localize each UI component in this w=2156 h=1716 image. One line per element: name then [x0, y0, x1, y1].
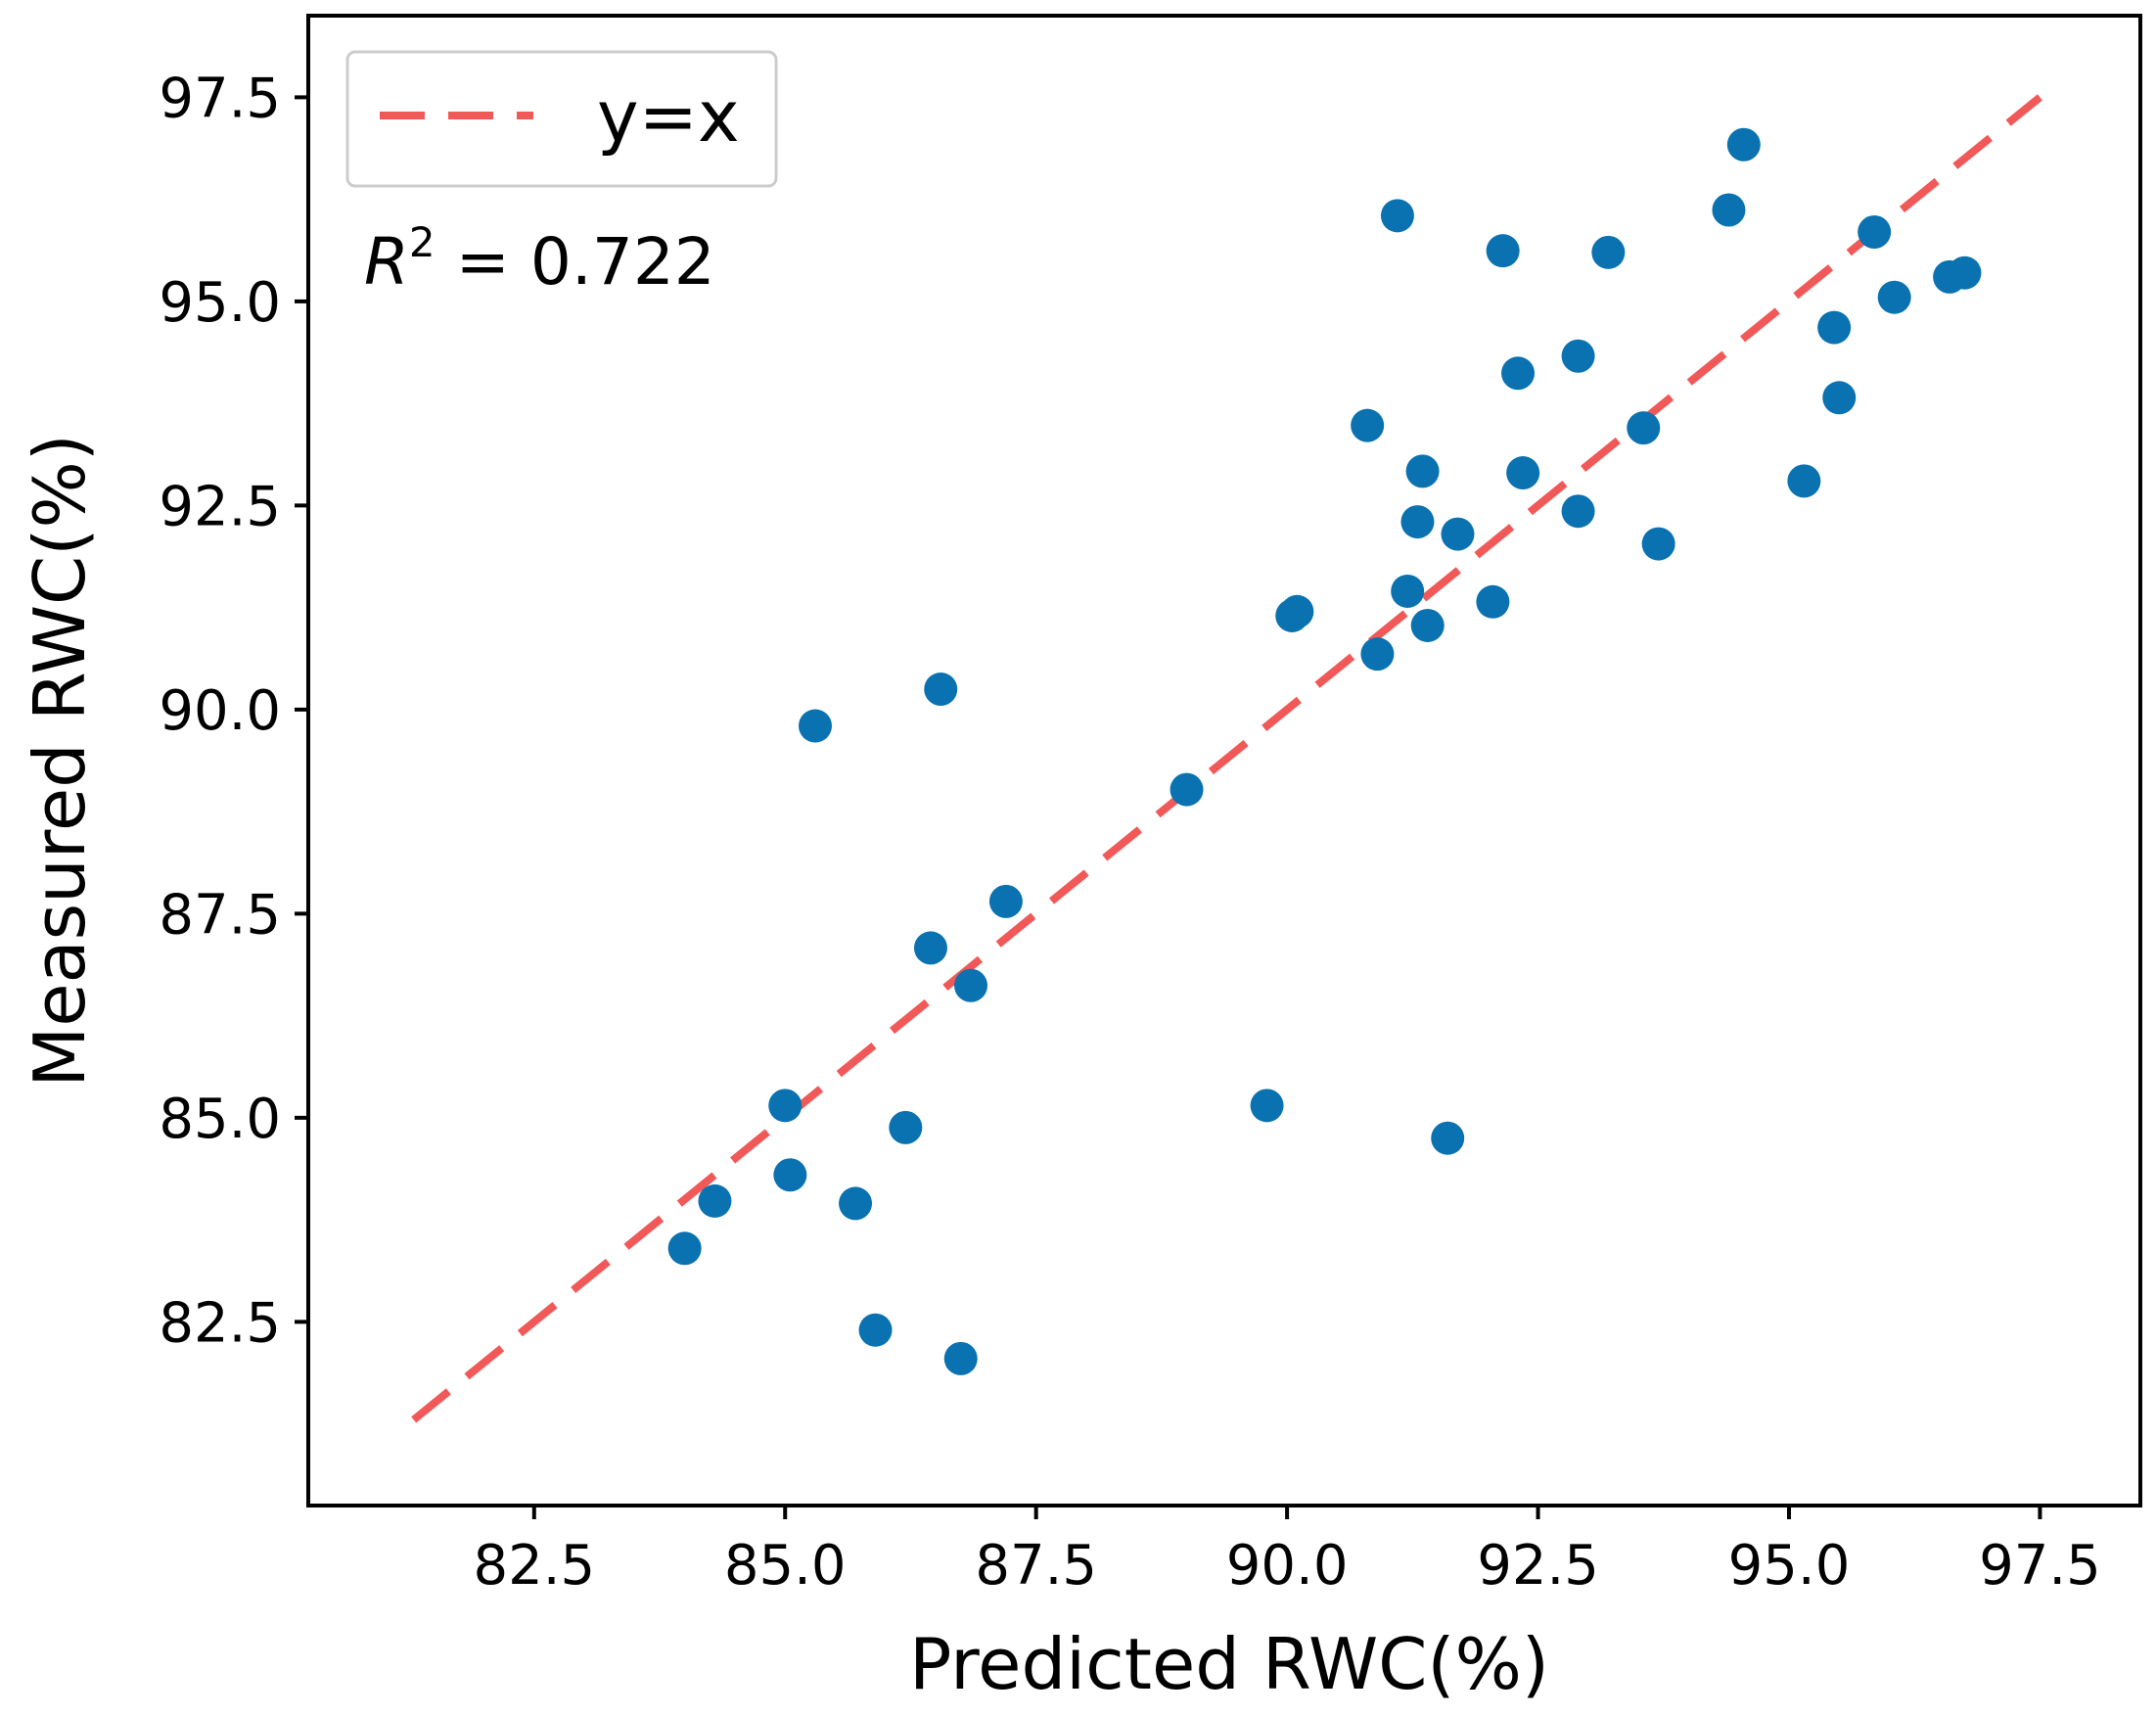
data-point	[943, 1341, 978, 1375]
x-tick-label: 90.0	[1226, 1534, 1349, 1598]
x-axis-label: Predicted RWC(%)	[909, 1623, 1549, 1705]
y-axis-label: Measured RWC(%)	[19, 434, 101, 1088]
y-tick-label: 82.5	[159, 1291, 281, 1355]
data-point	[1380, 199, 1414, 233]
legend-box	[345, 50, 778, 188]
y-tick-label: 95.0	[159, 271, 281, 335]
data-point	[1391, 574, 1425, 608]
data-point	[1410, 608, 1445, 642]
data-point	[1712, 193, 1746, 227]
data-point	[889, 1110, 923, 1144]
plot-frame	[306, 14, 2142, 1507]
data-point	[799, 709, 833, 743]
data-point	[1405, 454, 1440, 488]
data-point	[698, 1183, 732, 1218]
data-point	[924, 672, 958, 707]
svg-text:R2 = 0.722: R2 = 0.722	[364, 218, 715, 300]
data-point	[1351, 408, 1385, 442]
data-point	[839, 1186, 873, 1221]
data-point	[1787, 464, 1821, 498]
data-point	[1627, 411, 1661, 445]
data-point	[1486, 234, 1520, 268]
scatter-points	[667, 127, 1982, 1375]
r2-exponent: 2	[409, 218, 436, 266]
x-tick-label: 85.0	[724, 1534, 847, 1598]
data-point	[1561, 339, 1595, 373]
data-point	[1506, 456, 1540, 490]
y-tick-label: 90.0	[159, 679, 281, 743]
y-tick-label: 85.0	[159, 1088, 281, 1151]
x-tick-label: 97.5	[1979, 1534, 2101, 1598]
data-point	[1822, 381, 1857, 415]
data-point	[1877, 280, 1911, 314]
x-tick-label: 82.5	[473, 1534, 595, 1598]
x-tick-label: 87.5	[975, 1534, 1097, 1598]
r2-value: = 0.722	[436, 224, 715, 300]
data-point	[667, 1231, 702, 1266]
legend-label: y=x	[597, 75, 740, 158]
data-point	[858, 1313, 893, 1347]
r2-symbol: R	[364, 224, 409, 300]
data-point	[913, 931, 947, 965]
data-point	[1250, 1089, 1284, 1123]
data-point	[1400, 505, 1435, 539]
data-point	[1726, 127, 1761, 162]
data-point	[1591, 235, 1626, 269]
y-axis: 82.5 85.0 87.5 90.0 92.5 95.0 97.5	[159, 67, 308, 1355]
data-point	[988, 884, 1023, 918]
data-point	[1561, 494, 1595, 529]
reference-line-y-equals-x	[411, 94, 2042, 1423]
data-point	[1476, 584, 1510, 619]
data-point	[1280, 594, 1314, 628]
x-axis: 82.5 85.0 87.5 90.0 92.5 95.0 97.5	[473, 1506, 2101, 1598]
x-tick-label: 92.5	[1477, 1534, 1599, 1598]
legend: y=x	[345, 50, 778, 188]
data-point	[1641, 527, 1675, 561]
data-point	[953, 968, 987, 1002]
data-point	[1817, 310, 1852, 345]
data-point	[1501, 356, 1536, 391]
data-point	[1360, 637, 1395, 672]
data-point	[1441, 517, 1475, 551]
data-point	[1431, 1121, 1465, 1155]
y-tick-label: 87.5	[159, 883, 281, 947]
data-point	[1948, 255, 1982, 290]
data-point	[768, 1089, 803, 1123]
data-point	[1858, 215, 1892, 250]
x-tick-label: 95.0	[1728, 1534, 1851, 1598]
data-point	[773, 1158, 807, 1192]
y-tick-label: 97.5	[159, 67, 281, 130]
r2-annotation: R2 = 0.722	[364, 218, 715, 300]
data-point	[1170, 772, 1204, 807]
y-tick-label: 92.5	[159, 475, 281, 538]
